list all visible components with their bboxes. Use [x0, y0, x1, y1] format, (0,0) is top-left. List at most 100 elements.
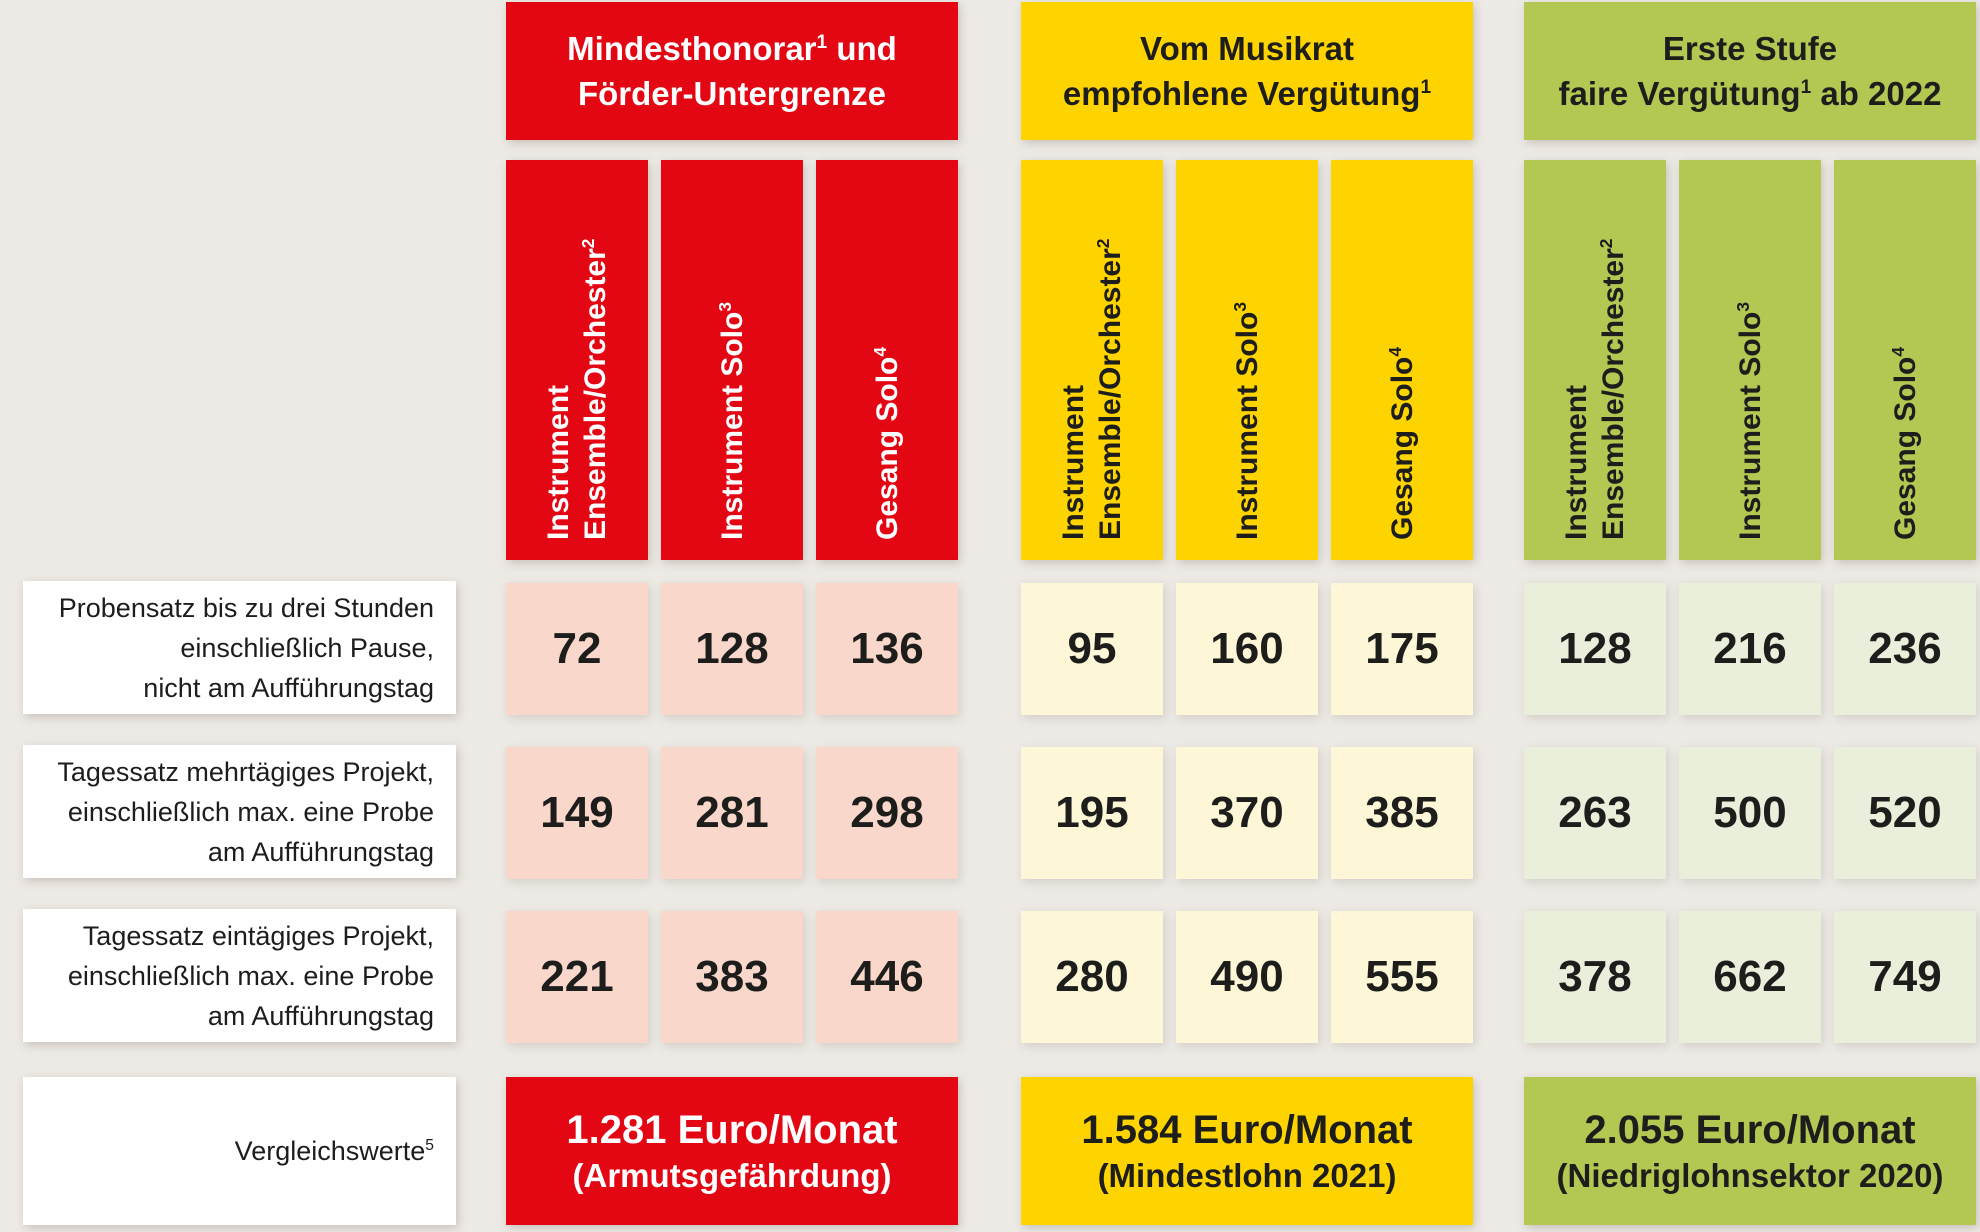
row-label-vergleichswerte: Vergleichswerte5 — [23, 1077, 456, 1225]
column-header-text: Instrument — [1560, 384, 1593, 540]
footnote-ref: 4 — [1887, 346, 1908, 357]
row-label-line: Tagessatz eintägiges Projekt, — [37, 916, 434, 956]
column-header-text: Gesang Solo — [870, 356, 904, 540]
column-header-gesang-solo: Gesang Solo4 — [1331, 160, 1473, 560]
column-header-text: Gesang Solo — [1888, 356, 1922, 540]
value-cell: 236 — [1834, 583, 1976, 715]
group-title-text: Mindesthonorar — [567, 30, 817, 67]
footnote-ref: 5 — [425, 1137, 434, 1154]
row-label-line: am Aufführungstag — [207, 1000, 434, 1031]
value-cell: 490 — [1176, 911, 1318, 1043]
row-label-line: einschließlich Pause, — [180, 632, 434, 663]
value-cell: 160 — [1176, 583, 1318, 715]
value-cell: 520 — [1834, 747, 1976, 879]
value-cell: 280 — [1021, 911, 1163, 1043]
group-title-text: Vom Musikrat — [1140, 30, 1354, 67]
row-label-text: Vergleichswerte — [234, 1136, 426, 1166]
value-cell: 281 — [661, 747, 803, 879]
row-label-probensatz: Probensatz bis zu drei Stunden einschlie… — [23, 581, 456, 714]
column-header-instrument-solo: Instrument Solo3 — [1679, 160, 1821, 560]
group-title-text: ab 2022 — [1811, 75, 1942, 112]
value-cell: 136 — [816, 583, 958, 715]
column-header-label: Instrument Ensemble/Orchester2 — [506, 160, 648, 560]
value-cell: 662 — [1679, 911, 1821, 1043]
value-cell: 95 — [1021, 583, 1163, 715]
column-header-text: Instrument Solo — [1230, 311, 1264, 540]
vergleichswert-value: 2.055 Euro/Monat — [1584, 1108, 1916, 1152]
column-header-text: Instrument — [1057, 384, 1090, 540]
group-title-musikrat: Vom Musikrat empfohlene Vergütung1 — [1021, 2, 1473, 140]
row-label-line: Probensatz bis zu drei Stunden — [37, 588, 434, 628]
footnote-ref: 4 — [869, 346, 890, 357]
column-header-label: Gesang Solo4 — [1834, 160, 1976, 560]
value-cell: 298 — [816, 747, 958, 879]
vergleichswert-value: 1.584 Euro/Monat — [1081, 1108, 1413, 1152]
group-faire-verguetung: Erste Stufe faire Vergütung1 ab 2022 Ins… — [1524, 0, 1976, 1232]
group-title-mindesthonorar: Mindesthonorar1 und Förder-Untergrenze — [506, 2, 958, 140]
footnote-ref: 2 — [1093, 238, 1113, 249]
value-cell: 128 — [1524, 583, 1666, 715]
group-title-faire-verguetung: Erste Stufe faire Vergütung1 ab 2022 — [1524, 2, 1976, 140]
column-header-instrument-ensemble-orchester: Instrument Ensemble/Orchester2 — [1021, 160, 1163, 560]
column-headers: Instrument Ensemble/Orchester2 Instrumen… — [1021, 160, 1473, 560]
value-cell: 175 — [1331, 583, 1473, 715]
value-cell: 555 — [1331, 911, 1473, 1043]
footnote-ref: 1 — [1420, 77, 1432, 98]
column-header-label: Instrument Solo3 — [1176, 160, 1318, 560]
vergleichswert-caption: (Niedriglohnsektor 2020) — [1556, 1157, 1944, 1194]
table-row: 263 500 520 — [1524, 747, 1976, 879]
footnote-ref: 1 — [816, 32, 828, 53]
vergleichswert-box-armutsgefaehrdung: 1.281 Euro/Monat (Armutsgefährdung) — [506, 1077, 958, 1225]
column-header-instrument-solo: Instrument Solo3 — [661, 160, 803, 560]
value-cell: 446 — [816, 911, 958, 1043]
row-label-text: Tagessatz eintägiges Projekt, — [82, 920, 434, 951]
table-row: 221 383 446 — [506, 911, 958, 1043]
value-cell: 72 — [506, 583, 648, 715]
column-headers: Instrument Ensemble/Orchester2 Instrumen… — [1524, 160, 1976, 560]
value-cell: 128 — [661, 583, 803, 715]
footnote-ref: 2 — [578, 238, 598, 249]
footnote-ref: 3 — [1229, 301, 1250, 312]
vergleichswert-caption: (Mindestlohn 2021) — [1097, 1157, 1397, 1194]
value-cell: 749 — [1834, 911, 1976, 1043]
group-musikrat-empfehlung: Vom Musikrat empfohlene Vergütung1 Instr… — [1021, 0, 1473, 1232]
column-header-label: Gesang Solo4 — [816, 160, 958, 560]
value-cell: 263 — [1524, 747, 1666, 879]
value-cell: 383 — [661, 911, 803, 1043]
value-cell: 216 — [1679, 583, 1821, 715]
column-header-instrument-ensemble-orchester: Instrument Ensemble/Orchester2 — [1524, 160, 1666, 560]
column-header-label: Instrument Ensemble/Orchester2 — [1524, 160, 1666, 560]
column-header-text: Ensemble/Orchester — [1597, 248, 1630, 540]
row-label-line: Vergleichswerte5 — [37, 1131, 434, 1171]
vergleichswert-box-mindestlohn: 1.584 Euro/Monat (Mindestlohn 2021) — [1021, 1077, 1473, 1225]
group-title-text: faire Vergütung — [1558, 75, 1801, 112]
group-title-line: Förder-Untergrenze — [506, 71, 958, 116]
column-header-instrument-ensemble-orchester: Instrument Ensemble/Orchester2 — [506, 160, 648, 560]
column-header-gesang-solo: Gesang Solo4 — [1834, 160, 1976, 560]
value-cell: 378 — [1524, 911, 1666, 1043]
group-title-text: Förder-Untergrenze — [577, 75, 887, 112]
column-header-instrument-solo: Instrument Solo3 — [1176, 160, 1318, 560]
column-header-label: Gesang Solo4 — [1331, 160, 1473, 560]
column-headers: Instrument Ensemble/Orchester2 Instrumen… — [506, 160, 958, 560]
vergleichswert-box-niedriglohnsektor: 2.055 Euro/Monat (Niedriglohnsektor 2020… — [1524, 1077, 1976, 1225]
row-label-line: einschließlich max. eine Probe — [67, 960, 434, 991]
column-header-text: Ensemble/Orchester — [1094, 248, 1127, 540]
value-cell: 149 — [506, 747, 648, 879]
footnote-ref: 3 — [714, 301, 735, 312]
vergleichswert-caption: (Armutsgefährdung) — [572, 1157, 892, 1194]
footnote-ref: 1 — [1800, 77, 1812, 98]
row-label-text: Probensatz bis zu drei Stunden — [58, 592, 434, 623]
value-cell: 221 — [506, 911, 648, 1043]
group-title-line: faire Vergütung1 ab 2022 — [1524, 71, 1976, 116]
row-label-line: nicht am Aufführungstag — [143, 672, 434, 703]
group-title-text: empfohlene Vergütung — [1062, 75, 1421, 112]
row-label-tagessatz-mehrtaegig: Tagessatz mehrtägiges Projekt, einschlie… — [23, 745, 456, 878]
column-header-gesang-solo: Gesang Solo4 — [816, 160, 958, 560]
column-header-text: Ensemble/Orchester — [579, 248, 612, 540]
table-row: 95 160 175 — [1021, 583, 1473, 715]
group-title-line: Vom Musikrat — [1021, 26, 1473, 71]
row-label-line: am Aufführungstag — [207, 836, 434, 867]
column-header-text: Instrument — [542, 384, 575, 540]
